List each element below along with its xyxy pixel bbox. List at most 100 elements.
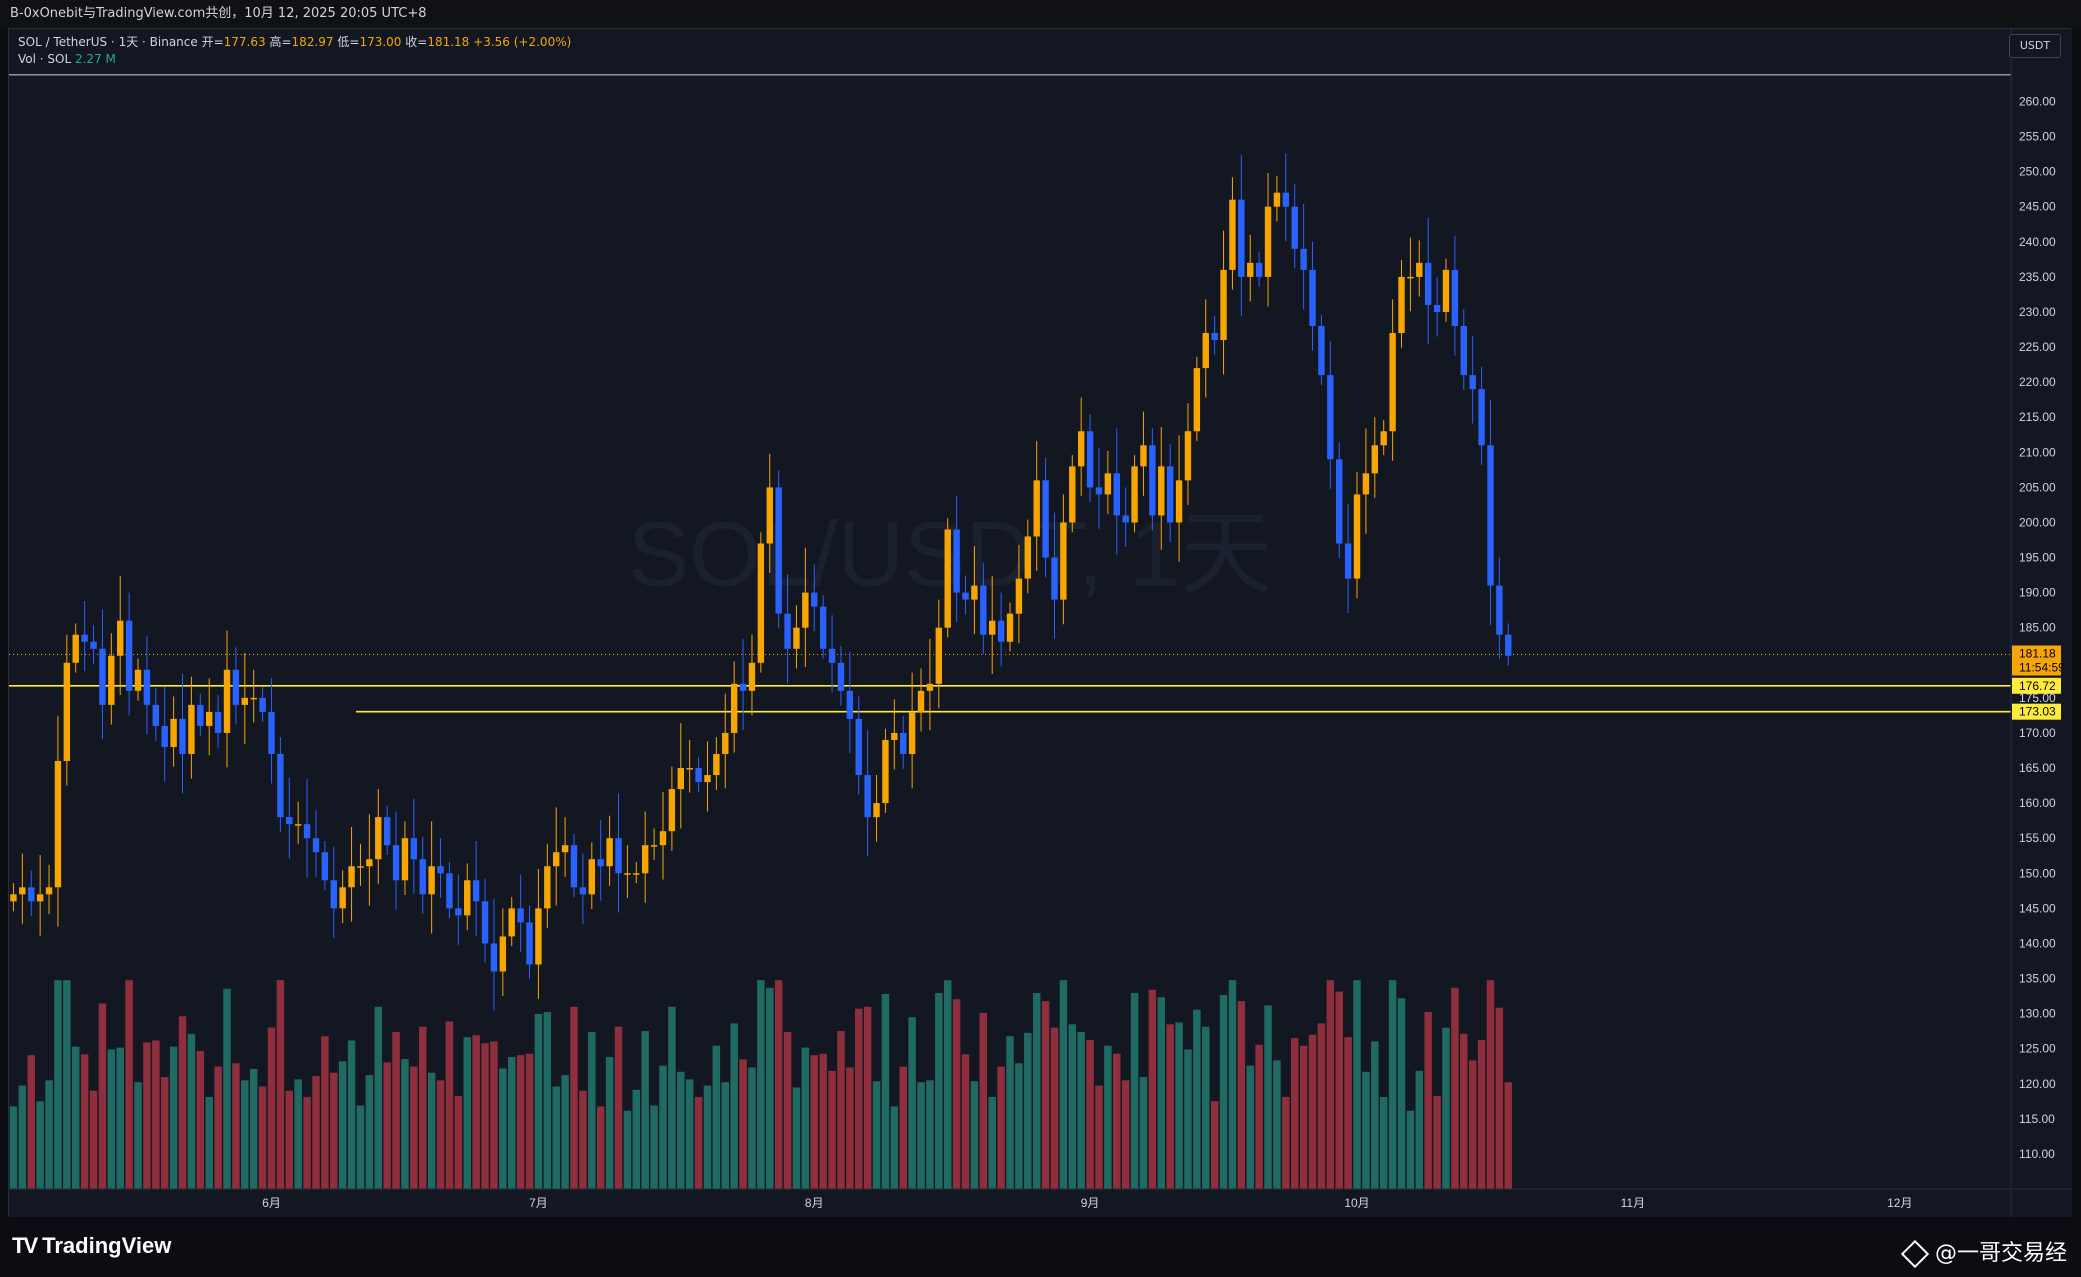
legend-vol-value: 2.27 M xyxy=(74,52,116,66)
volume-bar xyxy=(71,1046,80,1189)
volume-bar xyxy=(570,1006,578,1189)
price-tick-label: 135.00 xyxy=(2019,972,2056,986)
volume-bar xyxy=(890,1106,899,1189)
volume-bar xyxy=(178,1016,187,1189)
volume-bar xyxy=(855,1008,863,1189)
volume-bar xyxy=(623,1110,632,1189)
candle-body xyxy=(926,683,934,691)
price-tick-label: 145.00 xyxy=(2019,901,2056,915)
volume-bar xyxy=(9,1106,18,1189)
candle-body xyxy=(312,838,320,853)
volume-bar xyxy=(152,1040,160,1189)
candle-body xyxy=(1433,304,1441,312)
volume-bar xyxy=(1477,1039,1486,1189)
volume-bar xyxy=(383,1062,391,1189)
candle-body xyxy=(481,901,489,944)
candle-body xyxy=(517,908,524,923)
volume-bar xyxy=(401,1058,409,1189)
price-tick-label: 175.00 xyxy=(2019,691,2056,705)
volume-bar xyxy=(89,1090,98,1189)
volume-bar xyxy=(961,1054,970,1189)
binance-square-icon xyxy=(1900,1239,1930,1269)
candle-body xyxy=(241,697,248,705)
volume-bar xyxy=(970,1081,979,1189)
share-header: B-0xOnebit与TradingView.com共创，10月 12, 202… xyxy=(0,0,2081,28)
candle-body xyxy=(1247,262,1254,277)
price-tick-label: 110.00 xyxy=(2019,1147,2055,1161)
volume-bar xyxy=(1228,980,1237,1189)
candle-body xyxy=(499,936,507,972)
candle-body xyxy=(535,908,542,965)
price-chart[interactable]: SOL/USDT, 1天110.00115.00120.00125.00130.… xyxy=(9,29,2072,1218)
legend-high-label: 高= xyxy=(269,35,292,49)
volume-bar xyxy=(196,1050,205,1189)
legend-open-label: 开= xyxy=(201,35,224,49)
candle-body xyxy=(455,908,462,916)
volume-bar xyxy=(1442,1027,1450,1189)
volume-bar xyxy=(1193,1009,1201,1189)
candle-body xyxy=(748,662,756,691)
volume-bar xyxy=(214,1066,222,1189)
volume-bar xyxy=(899,1066,907,1189)
candle-body xyxy=(1309,269,1316,327)
volume-bar xyxy=(1024,1032,1032,1189)
candle-body xyxy=(1255,262,1263,277)
author-handle: @一哥交易经 xyxy=(1934,1241,2067,1266)
volume-bar xyxy=(134,1082,142,1189)
volume-bar xyxy=(739,1059,747,1189)
price-tick-label: 150.00 xyxy=(2019,866,2056,880)
volume-bar xyxy=(1451,987,1459,1189)
volume-bar xyxy=(27,1055,35,1189)
candle-body xyxy=(1131,466,1138,523)
candle-body xyxy=(437,866,444,874)
volume-bar xyxy=(63,980,71,1189)
candle-body xyxy=(1300,248,1307,270)
volume-bar xyxy=(18,1085,27,1189)
share-text: B-0xOnebit与TradingView.com共创，10月 12, 202… xyxy=(10,6,427,21)
candle-body xyxy=(989,620,996,635)
volume-bar xyxy=(952,999,961,1189)
candle-body xyxy=(1077,431,1085,467)
volume-bar xyxy=(436,1080,445,1189)
volume-bar xyxy=(1379,1096,1388,1189)
volume-bar xyxy=(1317,1023,1326,1189)
volume-bar xyxy=(534,1013,543,1189)
volume-bar xyxy=(1166,1024,1174,1189)
candle-body xyxy=(526,922,533,965)
candle-body xyxy=(677,768,684,790)
candle-body xyxy=(704,775,711,783)
candle-body xyxy=(722,732,729,754)
volume-bar xyxy=(766,987,774,1189)
currency-badge[interactable]: USDT xyxy=(2009,34,2061,58)
candle-body xyxy=(633,873,640,875)
volume-bar xyxy=(1371,1041,1379,1189)
volume-bar xyxy=(1077,1031,1085,1189)
candle-body xyxy=(1015,578,1023,614)
legend-symbol[interactable]: SOL / TetherUS · 1天 · Binance xyxy=(18,35,198,49)
author-watermark: @一哥交易经 xyxy=(1900,1235,2067,1269)
candle-body xyxy=(695,768,702,783)
volume-bar xyxy=(481,1043,489,1189)
candle-body xyxy=(882,739,889,804)
candle-body xyxy=(802,592,809,628)
volume-bar xyxy=(267,1027,276,1189)
candle-body xyxy=(606,838,613,867)
candle-body xyxy=(1006,613,1014,642)
chart-frame[interactable]: SOL/USDT, 1天 110.00 115.00 120.00 125.00 130.… xyxy=(8,28,2072,1218)
volume-bar xyxy=(294,1079,302,1189)
volume-bar xyxy=(1139,1077,1148,1189)
candle-body xyxy=(54,761,62,888)
volume-bar xyxy=(1335,991,1343,1189)
legend-vol-label[interactable]: Vol · SOL xyxy=(18,52,72,66)
candle-body xyxy=(766,487,773,544)
level-tag-bg xyxy=(2012,677,2061,694)
candle-body xyxy=(179,718,186,754)
candle-body xyxy=(1193,368,1201,432)
volume-bar xyxy=(703,1085,712,1189)
price-tick-label: 255.00 xyxy=(2019,130,2056,144)
legend-low: 173.00 xyxy=(359,35,402,49)
candle-body xyxy=(837,662,845,691)
volume-bar xyxy=(330,1072,338,1189)
candle-body xyxy=(321,852,329,881)
volume-bar xyxy=(1468,1060,1477,1189)
